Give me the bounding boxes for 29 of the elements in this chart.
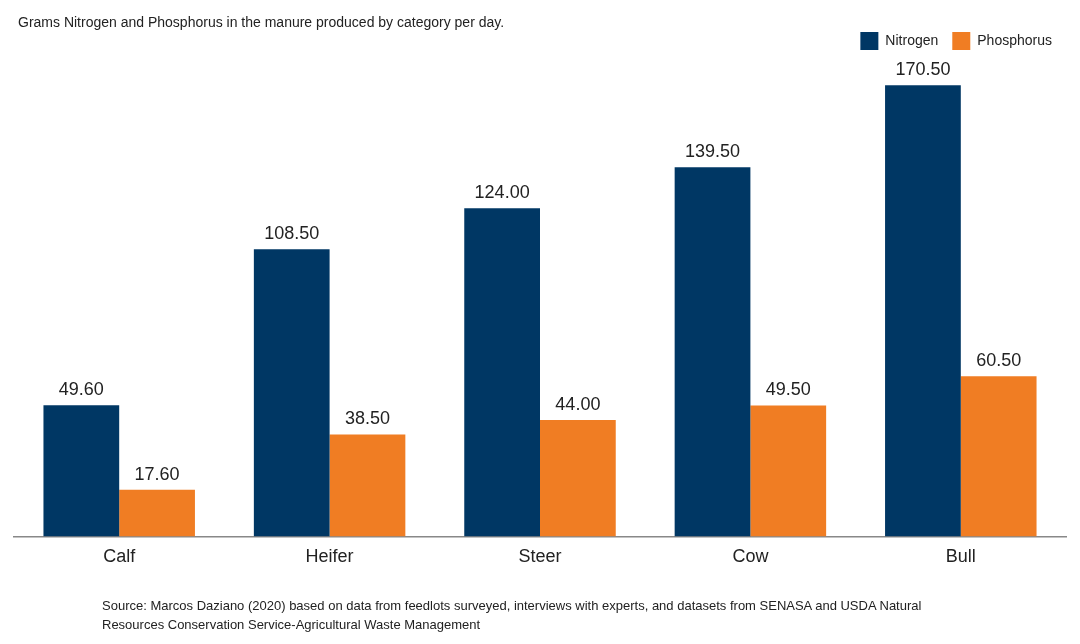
data-label: 49.60 (58, 379, 104, 400)
x-tick-label: Steer (518, 546, 562, 567)
legend-label: Nitrogen (885, 31, 939, 48)
bar (750, 405, 827, 537)
data-label: 124.00 (474, 182, 530, 203)
bar (885, 85, 961, 537)
bar (464, 208, 540, 537)
bar (674, 167, 751, 537)
data-label: 38.50 (344, 408, 390, 429)
legend-label: Phosphorus (977, 31, 1052, 48)
bar (329, 434, 406, 537)
data-label: 49.50 (765, 379, 811, 400)
chart-title: Grams Nitrogen and Phosphorus in the manure produced by category per day. (18, 14, 505, 30)
bar (960, 376, 1037, 537)
data-label: 139.50 (685, 141, 741, 162)
data-label: 170.50 (895, 59, 951, 80)
data-label: 108.50 (264, 223, 320, 244)
data-label: 17.60 (134, 463, 180, 484)
x-tick-label: Bull (945, 546, 976, 567)
source-note: Source: Marcos Daziano (2020) based on data from feedlots surveyed, interviews with experts, and datasets from SENASA and USDA Natural Resources Conservation Service-Agricultural Waste Management (102, 597, 923, 634)
x-tick-label: Heifer (305, 546, 354, 567)
bar (253, 249, 330, 537)
bar (540, 419, 616, 537)
data-label: 44.00 (555, 393, 601, 414)
x-tick-label: Calf (103, 546, 137, 567)
data-label: 60.50 (976, 350, 1022, 371)
bar (43, 405, 120, 537)
x-tick-label: Cow (732, 546, 770, 567)
bar (119, 489, 195, 537)
